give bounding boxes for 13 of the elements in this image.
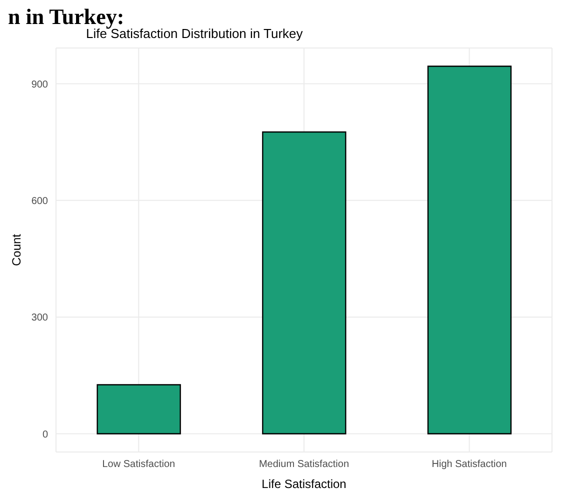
x-tick-label: Medium Satisfaction	[258, 459, 350, 470]
y-axis-title: Count	[9, 233, 24, 266]
x-tick-label: Low Satisfaction	[102, 459, 176, 470]
x-tick-label: High Satisfaction	[432, 459, 507, 470]
text: n in Turkey:	[8, 4, 124, 29]
y-tick-label: 300	[31, 312, 48, 324]
bar	[427, 66, 512, 434]
y-tick-label: 600	[31, 196, 48, 207]
y-tick-label: 900	[31, 79, 48, 90]
bar	[96, 384, 181, 434]
bar	[262, 131, 346, 434]
x-axis-title: Life Satisfaction	[262, 477, 346, 491]
y-tick-label: 0	[42, 429, 48, 440]
